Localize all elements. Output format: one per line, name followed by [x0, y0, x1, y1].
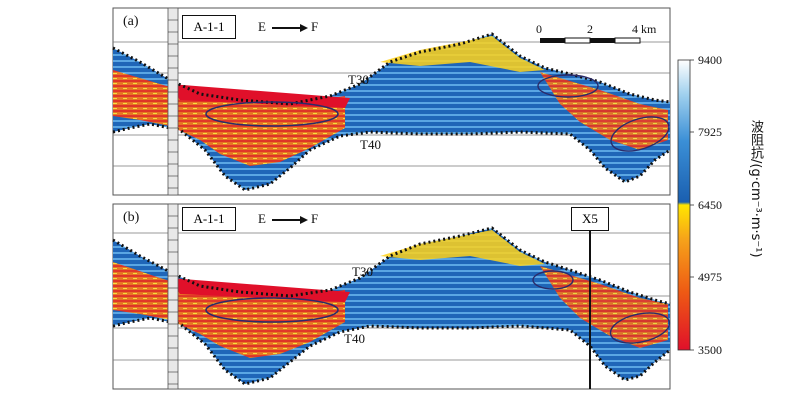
panel-a-horizon-t40: T40 — [360, 137, 381, 152]
colorbar-gradient — [677, 59, 691, 351]
colorbar — [677, 59, 694, 351]
panel-b-well-label: A-1-1 — [182, 207, 236, 231]
panel-b-horizon-t30: T30 — [352, 264, 373, 279]
panel-a-red-layer — [170, 84, 350, 108]
panel-a-bottom-boundary — [112, 122, 671, 192]
scale-tick-0: 0 — [536, 22, 542, 36]
colorbar-tick-7925: 7925 — [698, 125, 722, 139]
panel-b-right-hot-zone — [540, 266, 668, 348]
panel-a-dir-end: F — [311, 19, 319, 34]
scale-tick-4km: 4 km — [632, 22, 657, 36]
panel-a-top-boundary — [112, 32, 671, 106]
panel-b-dir-end: F — [311, 211, 319, 226]
colorbar-tick-6450: 6450 — [698, 198, 722, 212]
panel-a-horizon-t30: T30 — [348, 72, 369, 87]
panel-b-horizon-t40: T40 — [344, 331, 365, 346]
panel-a-ellipse-mid — [537, 74, 599, 98]
colorbar-title: 波阻抗/(g·cm⁻³·m·s⁻¹) — [748, 120, 763, 258]
panel-a-right-hot-zone — [540, 72, 668, 150]
panel-b-red-layer — [170, 278, 350, 302]
panel-b-ellipse-right — [609, 312, 671, 344]
panel-b-ellipse-mid — [532, 270, 574, 290]
panel-b-top-boundary — [112, 226, 671, 306]
panel-b-ellipse-left — [205, 297, 339, 323]
colorbar-tick-9400: 9400 — [698, 53, 722, 67]
panel-b-dir-start: E — [258, 211, 266, 226]
colorbar-tick-3500: 3500 — [698, 343, 722, 357]
panel-a-dir-start: E — [258, 19, 266, 34]
panel-b-yellow-crest — [380, 230, 545, 266]
panel-a-ellipse-left — [205, 101, 339, 127]
colorbar-tick-4975: 4975 — [698, 270, 722, 284]
panel-b-label: (b) — [123, 210, 140, 225]
panel-a-well-log — [167, 7, 179, 196]
panel-b-bottom-boundary — [112, 316, 671, 386]
panel-a-ellipse-right — [610, 116, 670, 152]
panel-b — [112, 203, 671, 390]
panel-a-yellow-crest — [380, 36, 545, 72]
panel-a-well-label: A-1-1 — [182, 15, 236, 39]
scale-bar — [540, 37, 641, 44]
scale-tick-2: 2 — [587, 22, 593, 36]
panel-b-well-log — [167, 203, 179, 390]
panel-a-label: (a) — [123, 14, 139, 29]
panel-a — [112, 7, 671, 196]
panel-b-x5-label: X5 — [571, 207, 609, 231]
